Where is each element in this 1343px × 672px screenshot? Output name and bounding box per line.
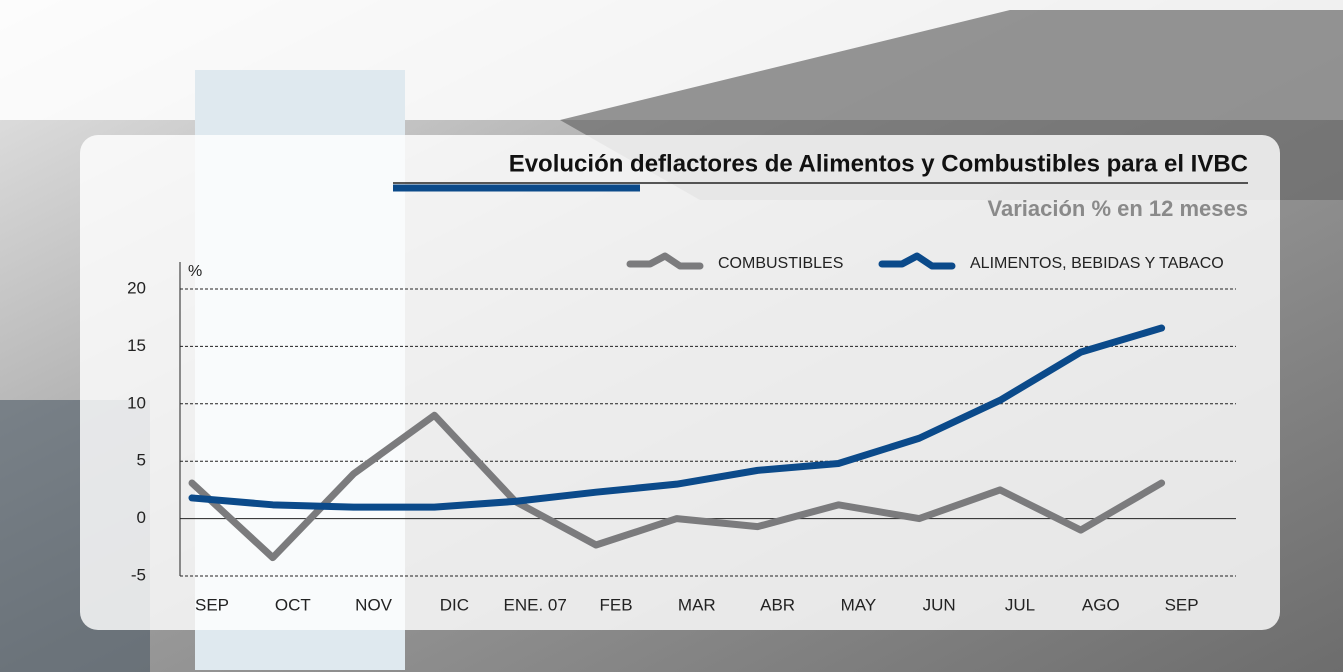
- x-tick-label: FEB: [599, 595, 632, 614]
- y-unit: %: [188, 263, 202, 280]
- x-tick-label: JUL: [1005, 595, 1035, 614]
- x-tick-label: MAY: [841, 595, 877, 614]
- y-tick-label: 5: [137, 451, 146, 470]
- y-tick-label: 10: [127, 393, 146, 412]
- x-tick-label: ENE. 07: [504, 595, 567, 614]
- legend-label: COMBUSTIBLES: [718, 255, 843, 272]
- x-tick-label: SEP: [195, 595, 229, 614]
- x-tick-label: NOV: [355, 595, 393, 614]
- x-tick-label: SEP: [1165, 595, 1199, 614]
- x-tick-label: MAR: [678, 595, 716, 614]
- x-tick-label: JUN: [923, 595, 956, 614]
- series-line: [188, 324, 1166, 511]
- x-tick-label: AGO: [1082, 595, 1120, 614]
- chart-subtitle: Variación % en 12 meses: [988, 196, 1249, 221]
- y-tick-label: 15: [127, 336, 146, 355]
- x-tick-label: OCT: [275, 595, 311, 614]
- legend-swatch: [878, 252, 956, 270]
- legend-swatch: [626, 252, 704, 270]
- series-line: [188, 411, 1166, 562]
- x-tick-label: DIC: [440, 595, 469, 614]
- chart-title: Evolución deflactores de Alimentos y Com…: [509, 150, 1248, 177]
- y-tick-label: -5: [131, 565, 146, 584]
- y-tick-label: 0: [137, 508, 146, 527]
- x-tick-label: ABR: [760, 595, 795, 614]
- y-tick-label: 20: [127, 278, 146, 297]
- legend-label: ALIMENTOS, BEBIDAS Y TABACO: [970, 255, 1224, 272]
